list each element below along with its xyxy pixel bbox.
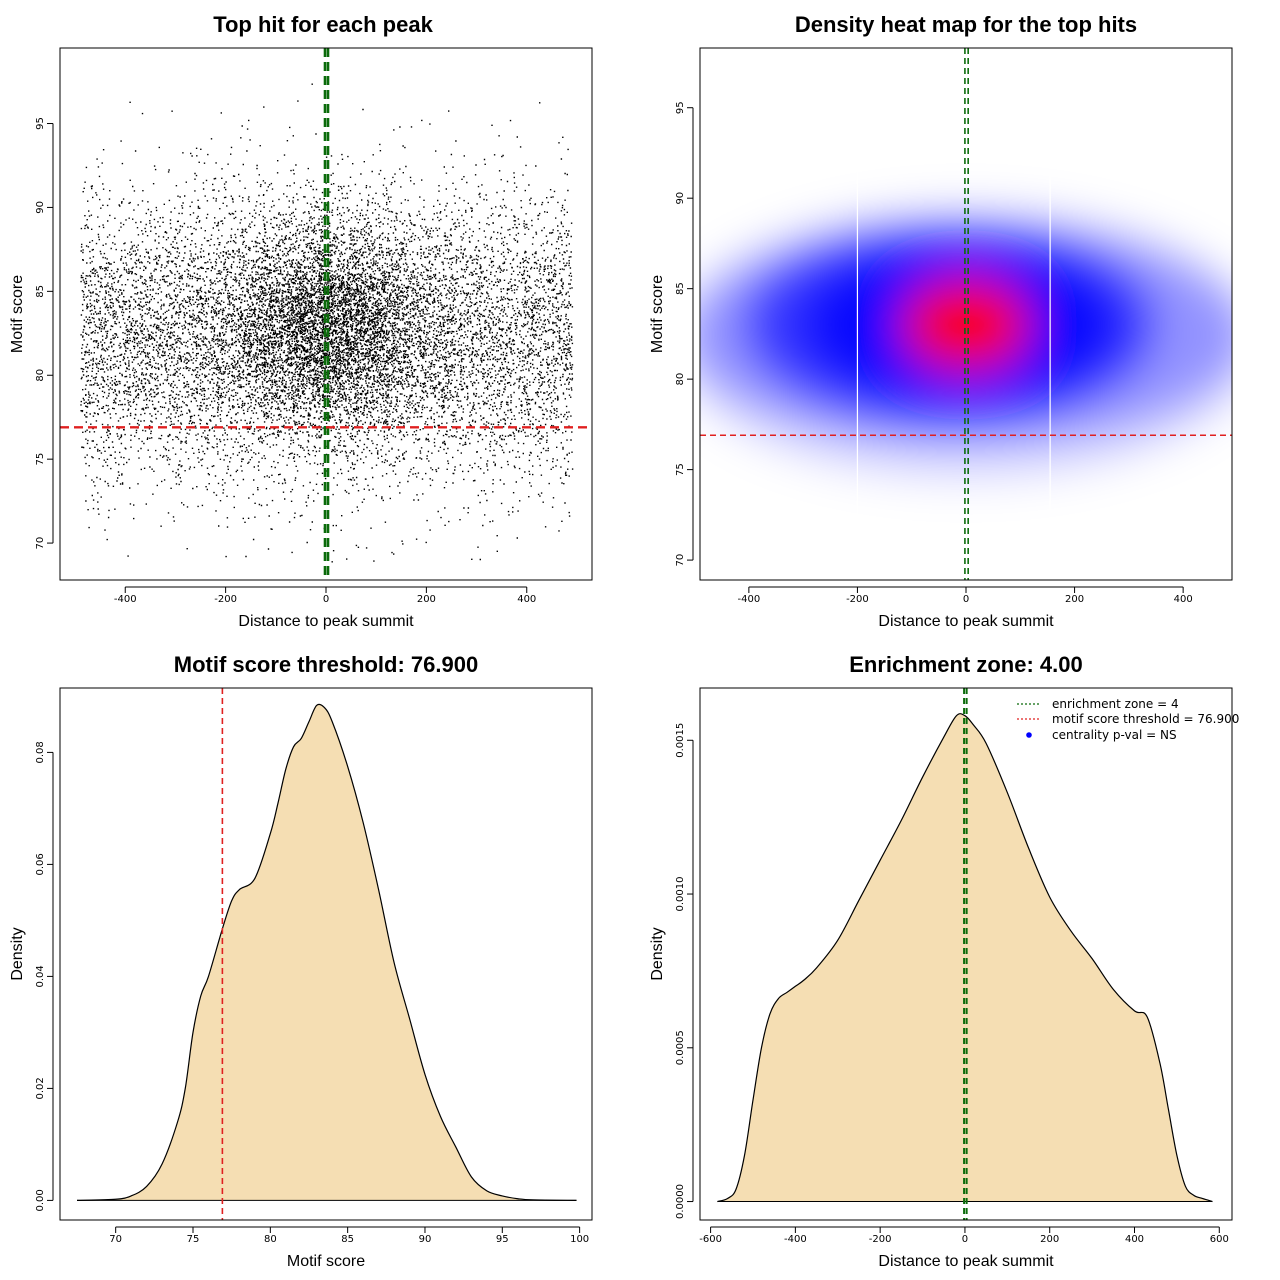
density-heatmap (700, 48, 1232, 580)
legend: enrichment zone = 4 motif score threshol… (1017, 697, 1239, 742)
x-tick-label: 0 (963, 594, 969, 605)
plot-frame (699, 687, 1233, 1221)
y-tick-label: 0.02 (35, 1077, 46, 1099)
y-tick-label: 75 (35, 453, 46, 466)
y-tick-label: 0.0010 (675, 877, 686, 912)
scatter-panel: Top hit for each peak -400 -200 0 200 400 70 7… (9, 12, 593, 630)
y-tick-label: 0.0015 (675, 723, 686, 758)
score-density-panel: Motif score threshold: 76.900 70 75 80 85 90… (9, 652, 593, 1270)
y-tick-label: 0.06 (35, 853, 46, 875)
density-curve (76, 688, 577, 1220)
y-tick-label: 75 (675, 463, 686, 476)
x-axis-label: Distance to peak summit (878, 613, 1054, 630)
density-fill (717, 713, 1213, 1202)
x-tick-label: 85 (341, 1234, 354, 1245)
x-tick-label: 0 (962, 1234, 968, 1245)
x-tick-label: -400 (114, 594, 137, 605)
y-tick-label: 80 (35, 369, 46, 382)
y-tick-label: 90 (35, 201, 46, 214)
y-tick-label: 85 (35, 285, 46, 298)
x-tick-label: 400 (1125, 1234, 1144, 1245)
y-tick-label: 0.04 (35, 965, 46, 987)
y-axis-label: Density (649, 927, 666, 980)
legend-label-threshold: motif score threshold = 76.900 (1052, 712, 1239, 726)
density-fill (77, 704, 577, 1201)
chart-title: Enrichment zone: 4.00 (849, 652, 1083, 677)
x-tick-label: -400 (738, 594, 761, 605)
distance-density-panel: Enrichment zone: 4.00 -600 -400 -200 0 200 40… (649, 652, 1239, 1270)
x-tick-label: -200 (214, 594, 237, 605)
y-axis-label: Motif score (9, 275, 26, 353)
x-tick-label: 0 (323, 594, 329, 605)
plot-frame (699, 47, 1233, 581)
x-tick-label: 70 (109, 1234, 122, 1245)
y-tick-label: 90 (675, 192, 686, 205)
y-tick-label: 0.0005 (675, 1030, 686, 1065)
x-tick-label: 100 (570, 1234, 589, 1245)
chart-title: Top hit for each peak (213, 12, 433, 37)
x-tick-label: -400 (784, 1234, 807, 1245)
legend-marker-centrality (1026, 732, 1032, 738)
axes: -400 -200 0 200 400 70 75 80 85 90 95 (675, 101, 1193, 605)
y-axis-label: Motif score (649, 275, 666, 353)
x-tick-label: 95 (496, 1234, 509, 1245)
y-tick-label: 95 (675, 101, 686, 114)
plot-frame (59, 687, 593, 1221)
legend-label-zone: enrichment zone = 4 (1052, 697, 1179, 711)
y-tick-label: 95 (35, 117, 46, 130)
reference-lines (700, 48, 1232, 580)
x-axis-label: Distance to peak summit (878, 1253, 1054, 1270)
chart-title: Motif score threshold: 76.900 (174, 652, 478, 677)
y-tick-label: 0.08 (35, 741, 46, 763)
reference-lines (60, 48, 592, 580)
heatmap-density-layer (700, 207, 1232, 478)
axes: -600 -400 -200 0 200 400 600 0.0000 0.0005 0.0010… (675, 723, 1229, 1245)
x-tick-label: 400 (1174, 594, 1193, 605)
x-tick-label: 75 (187, 1234, 200, 1245)
x-axis-label: Motif score (287, 1253, 365, 1270)
x-axis-label: Distance to peak summit (238, 613, 414, 630)
y-tick-label: 0.0000 (675, 1184, 686, 1219)
y-tick-label: 85 (675, 282, 686, 295)
x-tick-label: 600 (1210, 1234, 1229, 1245)
x-tick-label: 400 (517, 594, 536, 605)
x-tick-label: 80 (264, 1234, 277, 1245)
y-tick-label: 70 (35, 537, 46, 550)
x-tick-label: 200 (417, 594, 436, 605)
x-tick-label: 200 (1040, 1234, 1059, 1245)
peak-density-core (938, 294, 1006, 347)
heatmap-panel: Density heat map for the top hits -400 -2… (649, 12, 1233, 630)
chart-title: Density heat map for the top hits (795, 12, 1137, 37)
y-tick-label: 70 (675, 554, 686, 567)
density-curve (717, 688, 1213, 1220)
y-axis-label: Density (9, 927, 26, 980)
y-tick-label: 80 (675, 373, 686, 386)
x-tick-label: -600 (699, 1234, 722, 1245)
density-line (717, 713, 1213, 1203)
plot-frame (59, 47, 593, 581)
y-tick-label: 0.00 (35, 1189, 46, 1211)
x-tick-label: -200 (846, 594, 869, 605)
legend-label-centrality: centrality p-val = NS (1052, 728, 1177, 742)
x-tick-label: 200 (1065, 594, 1084, 605)
axes: 70 75 80 85 90 95 100 0.00 0.02 0.04 0.06 0.08 (35, 741, 589, 1245)
x-tick-label: -200 (869, 1234, 892, 1245)
x-tick-label: 90 (419, 1234, 432, 1245)
density-line (76, 703, 577, 1201)
axes: -400 -200 0 200 400 70 75 80 85 90 95 (35, 117, 536, 605)
